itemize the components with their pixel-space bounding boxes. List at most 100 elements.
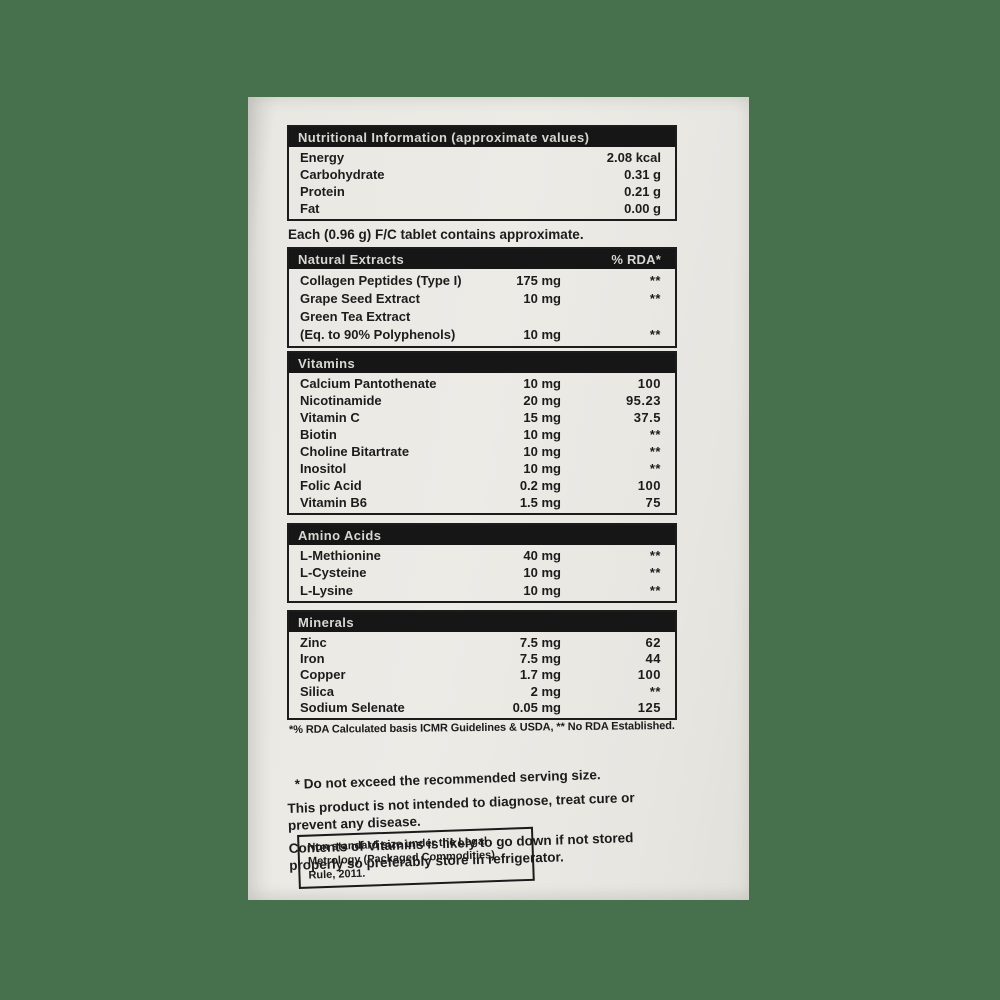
table-row: Collagen Peptides (Type I) 175 mg ** — [289, 271, 675, 289]
nutrient-name: Nicotinamide — [300, 392, 382, 408]
table-row: Iron 7.5 mg 44 — [289, 650, 675, 666]
nutrient-amount: 40 mg — [523, 547, 561, 563]
nutrient-name: Energy — [300, 150, 345, 165]
section-header: Minerals — [289, 611, 675, 632]
section-header: Vitamins — [289, 352, 675, 373]
nutrient-amount: 2 mg — [530, 683, 561, 699]
nutrient-name: Fat — [300, 201, 320, 216]
table-row: Grape Seed Extract 10 mg ** — [289, 289, 675, 307]
table-row: Sodium Selenate 0.05 mg 125 — [289, 699, 675, 715]
nutrient-name: Protein — [300, 184, 345, 199]
nutrient-name: Choline Bitartrate — [300, 443, 410, 459]
table-row: Energy 2.08 kcal — [289, 149, 675, 166]
table-row: Silica 2 mg ** — [289, 683, 675, 699]
section-title: Natural Extracts — [298, 252, 405, 267]
nutrient-rda: 100 — [637, 667, 661, 683]
label-content: Nutritional Information (approximate val… — [287, 97, 677, 880]
nutrient-rda: ** — [649, 582, 661, 598]
nutrient-name: L-Cysteine — [300, 565, 367, 581]
label-photo: Nutritional Information (approximate val… — [248, 97, 749, 900]
nutrient-amount: 10 mg — [523, 460, 561, 476]
nutrient-rda: 44 — [645, 651, 661, 666]
nutrient-amount: 0.05 mg — [512, 700, 561, 716]
table-row: L-Methionine 40 mg ** — [289, 547, 675, 564]
nutrient-name: Vitamin B6 — [300, 494, 367, 510]
table-row: (Eq. to 90% Polyphenols) 10 mg ** — [289, 326, 675, 344]
sections: Natural Extracts % RDA* Collagen Peptides … — [287, 247, 677, 720]
nutrient-amount: 10 mg — [523, 565, 561, 581]
nutrient-amount: 15 mg — [523, 409, 561, 425]
table-row: Biotin 10 mg ** — [289, 426, 675, 443]
section-header: Natural Extracts % RDA* — [289, 249, 675, 269]
nutrient-amount: 10 mg — [523, 426, 561, 442]
nutrient-value: 0.21 g — [624, 184, 661, 199]
table-row: Vitamin C 15 mg 37.5 — [289, 409, 675, 426]
nutrient-name: L-Methionine — [300, 547, 381, 563]
section-title: Vitamins — [298, 355, 356, 371]
nutrient-value: 0.00 g — [624, 201, 661, 216]
table-row: Zinc 7.5 mg 62 — [289, 634, 675, 650]
nutrient-name: Inositol — [300, 460, 347, 476]
section-table: Amino Acids L-Methionine 40 mg ** L-Cysteine… — [287, 522, 677, 603]
nutrient-name: Calcium Pantothenate — [300, 375, 437, 391]
table-row: L-Lysine 10 mg ** — [289, 582, 675, 599]
table-row: Copper 1.7 mg 100 — [289, 667, 675, 683]
nutrient-amount: 1.5 mg — [519, 494, 561, 510]
nutrient-name: Folic Acid — [300, 477, 362, 493]
nutrition-table-header: Nutritional Information (approximate val… — [289, 127, 675, 147]
nutrition-table-title: Nutritional Information (approximate val… — [298, 130, 590, 145]
nutrient-amount: 175 mg — [516, 272, 561, 288]
nutrient-rda: 100 — [637, 477, 661, 493]
nutrient-name: Zinc — [300, 634, 327, 650]
nutrient-rda: 125 — [637, 700, 661, 716]
nutrient-amount: 10 mg — [523, 443, 561, 459]
section-table: Natural Extracts % RDA* Collagen Peptides … — [287, 247, 677, 348]
nutrient-name: Grape Seed Extract — [300, 290, 420, 306]
nutrition-table-body: Energy 2.08 kcal Carbohydrate 0.31 g Protein… — [289, 147, 675, 219]
table-row: Green Tea Extract — [289, 307, 675, 325]
nutrient-name: Iron — [300, 651, 325, 666]
nutrient-rda: 62 — [645, 634, 661, 650]
note-line: This product is not intended to diagnose… — [287, 789, 635, 833]
table-row: Carbohydrate 0.31 g — [289, 166, 675, 183]
nutrient-rda: ** — [649, 547, 661, 563]
note-line: * Do not exceed the recommended serving … — [294, 767, 601, 792]
nutrient-name: L-Lysine — [300, 582, 353, 598]
nutrient-amount: 10 mg — [523, 582, 561, 598]
nutrient-rda: ** — [649, 460, 661, 476]
rda-footnote: *% RDA Calculated basis ICMR Guidelines … — [288, 719, 675, 736]
nutrient-amount: 20 mg — [523, 392, 561, 408]
table-row: Choline Bitartrate 10 mg ** — [289, 443, 675, 460]
section-title: Minerals — [298, 614, 354, 630]
section-table: Vitamins Calcium Pantothenate 10 mg 100 Nico… — [287, 350, 677, 515]
table-row: L-Cysteine 10 mg ** — [289, 564, 675, 581]
nutrient-amount: 7.5 mg — [519, 651, 561, 666]
table-row: Nicotinamide 20 mg 95.23 — [289, 392, 675, 409]
nutrient-amount: 10 mg — [523, 375, 561, 391]
section-title: Amino Acids — [298, 527, 382, 543]
nutrient-name: Biotin — [300, 426, 337, 442]
nutrient-rda: 75 — [645, 494, 661, 510]
nutrient-rda: ** — [649, 290, 661, 306]
nutrient-rda: ** — [649, 272, 661, 288]
nutrition-table: Nutritional Information (approximate val… — [287, 125, 677, 221]
nutrient-value: 0.31 g — [624, 167, 661, 182]
nutrient-name: Vitamin C — [300, 409, 360, 425]
nutrient-amount: 1.7 mg — [519, 667, 561, 683]
nutrient-rda: ** — [649, 443, 661, 459]
nutrient-rda: 37.5 — [633, 409, 661, 425]
table-row: Folic Acid 0.2 mg 100 — [289, 477, 675, 494]
rda-column-header: % RDA* — [611, 252, 661, 267]
nutrient-name: Sodium Selenate — [300, 700, 405, 716]
nutrient-name: (Eq. to 90% Polyphenols) — [300, 327, 456, 343]
section-table: Minerals Zinc 7.5 mg 62 Iron 7.5 mg 44 Copper 1.… — [287, 609, 677, 720]
section-header: Amino Acids — [289, 524, 675, 545]
legal-metrology-box: Non standard size under the Legal Metrol… — [297, 826, 535, 889]
table-row: Fat 0.00 g — [289, 200, 675, 217]
nutrient-rda: 100 — [637, 375, 661, 391]
table-row: Vitamin B6 1.5 mg 75 — [289, 494, 675, 511]
table-row: Inositol 10 mg ** — [289, 460, 675, 477]
nutrient-rda: ** — [649, 426, 661, 442]
serving-line: Each (0.96 g) F/C tablet contains approx… — [288, 227, 584, 242]
